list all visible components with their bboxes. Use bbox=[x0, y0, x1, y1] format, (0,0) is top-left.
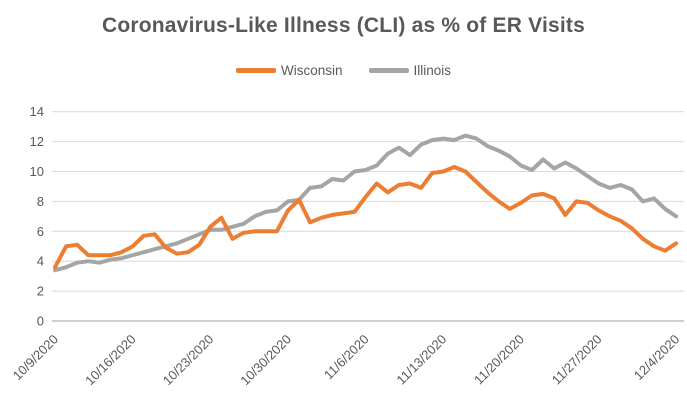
x-axis-labels: 10/9/2020 10/16/2020 10/23/2020 10/30/2020 1… bbox=[10, 332, 683, 389]
x-tick-label-11-6-2020: 11/6/2020 bbox=[321, 332, 372, 383]
legend-label-wisconsin: Wisconsin bbox=[280, 63, 343, 78]
illinois-line bbox=[53, 133, 679, 273]
x-tick-label-10-23-2020: 10/23/2020 bbox=[160, 332, 217, 389]
x-tick-label-11-27-2020: 11/27/2020 bbox=[549, 332, 605, 388]
legend-item-wisconsin: Wisconsin bbox=[235, 63, 343, 78]
y-tick-label-2: 2 bbox=[37, 284, 44, 299]
x-tick-label-10-16-2020: 10/16/2020 bbox=[82, 332, 139, 389]
x-tick-label-10-9-2020: 10/9/2020 bbox=[10, 332, 62, 384]
wisconsin-line bbox=[53, 165, 679, 270]
chart-title: Coronavirus-Like Illness (CLI) as % of E… bbox=[101, 14, 585, 37]
chart-legend: Wisconsin Illinois bbox=[0, 63, 687, 78]
y-tick-label-14: 14 bbox=[30, 104, 44, 119]
x-tick-label-11-20-2020: 11/20/2020 bbox=[471, 332, 527, 388]
legend-label-illinois: Illinois bbox=[413, 63, 452, 78]
y-tick-label-10: 10 bbox=[30, 164, 44, 179]
y-tick-label-6: 6 bbox=[37, 224, 44, 239]
series-lines bbox=[53, 133, 679, 273]
y-axis-labels: 0 2 4 6 8 10 12 14 bbox=[30, 104, 44, 328]
y-tick-label-4: 4 bbox=[37, 254, 44, 269]
legend-item-illinois: Illinois bbox=[368, 63, 452, 78]
x-tick-label-12-4-2020: 12/4/2020 bbox=[631, 332, 683, 384]
y-tick-label-0: 0 bbox=[37, 314, 44, 329]
y-tick-label-12: 12 bbox=[30, 134, 44, 149]
x-tick-label-11-13-2020: 11/13/2020 bbox=[393, 332, 449, 388]
x-tick-label-10-30-2020: 10/30/2020 bbox=[237, 332, 294, 389]
illinois-line-swatch bbox=[368, 68, 409, 73]
gridlines bbox=[52, 111, 684, 322]
y-tick-label-8: 8 bbox=[37, 194, 44, 209]
wisconsin-line-swatch bbox=[235, 68, 276, 73]
